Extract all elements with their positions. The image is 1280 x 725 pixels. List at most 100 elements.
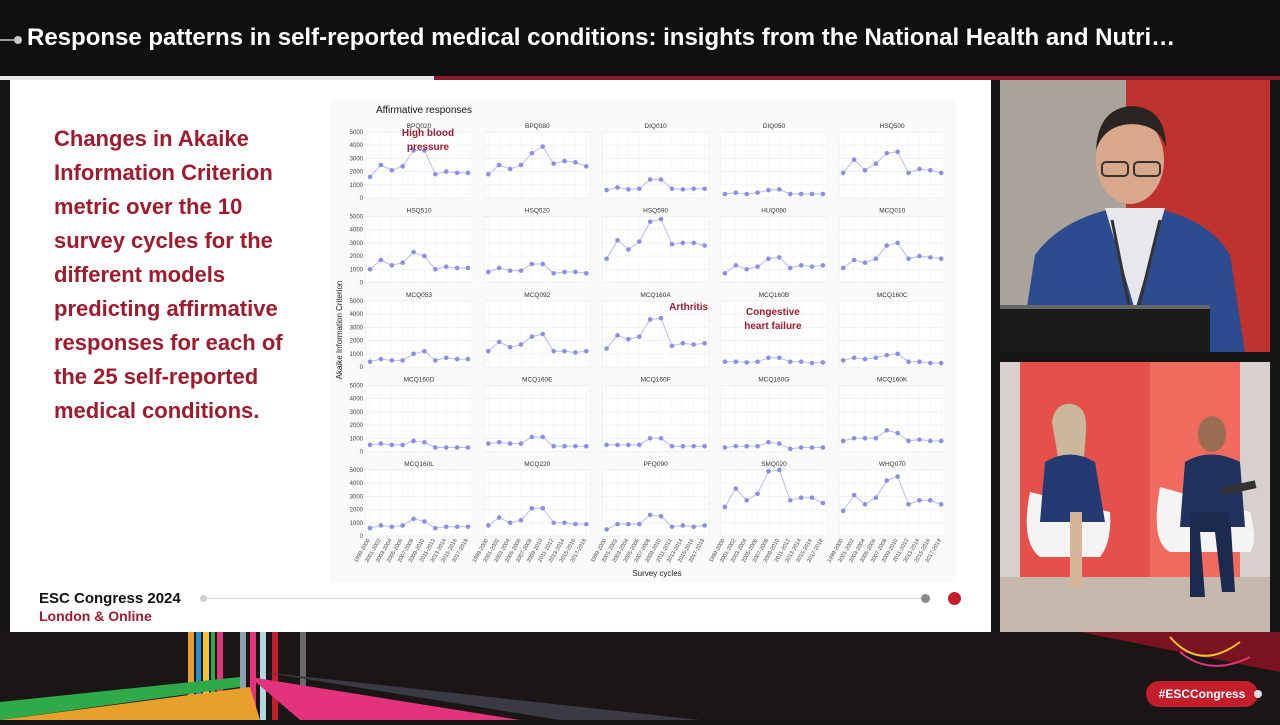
data-point xyxy=(573,521,578,527)
data-point xyxy=(573,350,578,355)
y-tick-label: 0 xyxy=(360,534,364,540)
panel-background xyxy=(838,469,946,537)
data-point xyxy=(873,256,879,262)
chart-title: Affirmative responses xyxy=(376,105,472,116)
data-point xyxy=(917,253,922,259)
data-point xyxy=(615,333,620,338)
data-point xyxy=(787,446,793,452)
data-point xyxy=(691,342,697,347)
series-line xyxy=(369,251,468,270)
slide-progress-track xyxy=(202,598,928,599)
slide-description: Changes in Akaike Information Criterion … xyxy=(54,126,283,423)
data-point xyxy=(647,436,653,441)
data-point xyxy=(787,191,793,197)
panel-title: MCQ160G xyxy=(758,377,789,384)
panel-title: MCQ053 xyxy=(406,292,432,299)
data-point xyxy=(820,191,826,197)
data-point xyxy=(529,150,535,156)
data-point xyxy=(454,265,460,271)
data-point xyxy=(529,334,535,339)
data-point xyxy=(669,443,675,449)
data-point xyxy=(604,256,609,262)
data-point xyxy=(744,498,749,503)
data-point xyxy=(443,264,449,269)
data-point xyxy=(766,256,771,262)
panel-background xyxy=(602,300,709,368)
data-point xyxy=(809,445,815,450)
data-point xyxy=(604,346,609,351)
data-point xyxy=(433,267,438,272)
data-point xyxy=(443,524,449,530)
chart-annotation: Congestive heart failure xyxy=(744,307,802,332)
data-point xyxy=(454,524,460,530)
series-line xyxy=(488,507,587,526)
header-accent-white xyxy=(0,76,434,80)
data-point xyxy=(433,358,438,363)
panel-title: HSQ590 xyxy=(643,208,668,215)
data-point xyxy=(733,263,739,268)
y-tick-label: 3000 xyxy=(350,325,364,331)
panel-background xyxy=(365,216,473,283)
data-point xyxy=(851,157,857,163)
data-point xyxy=(411,148,416,153)
series-line xyxy=(724,441,823,450)
data-point xyxy=(809,495,815,501)
data-point xyxy=(906,170,911,176)
panel-background xyxy=(484,131,591,199)
series-line xyxy=(724,256,823,274)
series-line xyxy=(369,350,468,363)
data-point xyxy=(367,359,373,365)
aic-small-multiples-chart: Affirmative responses Akaike Information … xyxy=(335,105,946,578)
data-point xyxy=(518,441,524,446)
data-point xyxy=(787,359,793,365)
data-point xyxy=(411,516,416,522)
data-point xyxy=(529,505,535,511)
data-point xyxy=(862,502,868,507)
progress-start-dot xyxy=(200,595,207,602)
panel-background xyxy=(720,131,828,199)
data-point xyxy=(820,500,826,506)
data-point xyxy=(636,442,642,448)
y-tick-label: 5000 xyxy=(350,299,364,305)
panel-title: MCQ160D xyxy=(404,377,435,384)
data-point xyxy=(615,442,620,448)
series-line xyxy=(487,333,587,354)
data-point xyxy=(938,360,944,366)
title-bar: Response patterns in self-reported medic… xyxy=(0,0,1280,76)
series-line xyxy=(606,218,705,259)
data-point xyxy=(755,491,760,497)
progress-current-dot[interactable] xyxy=(948,592,961,605)
panel-title: MCQ160A xyxy=(640,292,671,299)
series-line xyxy=(606,179,705,191)
data-point xyxy=(658,436,664,441)
data-point xyxy=(928,167,933,173)
panel-title: DIQ050 xyxy=(763,123,786,130)
series-line xyxy=(488,436,587,447)
data-point xyxy=(884,478,890,483)
panel-title: DIQ010 xyxy=(644,123,667,130)
series-line xyxy=(606,437,705,447)
data-point xyxy=(702,340,707,346)
data-point xyxy=(411,438,416,444)
data-point xyxy=(917,437,922,442)
progress-prev-dot[interactable] xyxy=(921,594,930,603)
data-point xyxy=(928,498,933,503)
panel-title: HUQ090 xyxy=(761,208,787,215)
data-point xyxy=(766,439,771,445)
panel-title: PFQ090 xyxy=(643,461,668,468)
panel-title: MCQ160E xyxy=(522,377,553,384)
y-tick-label: 5000 xyxy=(350,384,364,390)
x-axis-label: Survey cycles xyxy=(632,569,681,578)
data-point xyxy=(573,160,578,165)
panel-title: HSQ500 xyxy=(880,123,905,130)
data-point xyxy=(443,355,449,361)
presentation-slide: Changes in Akaike Information Criterion … xyxy=(10,80,991,632)
data-point xyxy=(562,158,567,164)
data-point xyxy=(615,185,620,190)
series-line xyxy=(606,514,705,530)
data-point xyxy=(733,486,739,491)
data-point xyxy=(486,171,491,177)
hashtag-badge[interactable]: #ESCCongress xyxy=(1146,681,1258,707)
y-tick-label: 4000 xyxy=(350,397,364,403)
data-point xyxy=(584,521,589,527)
